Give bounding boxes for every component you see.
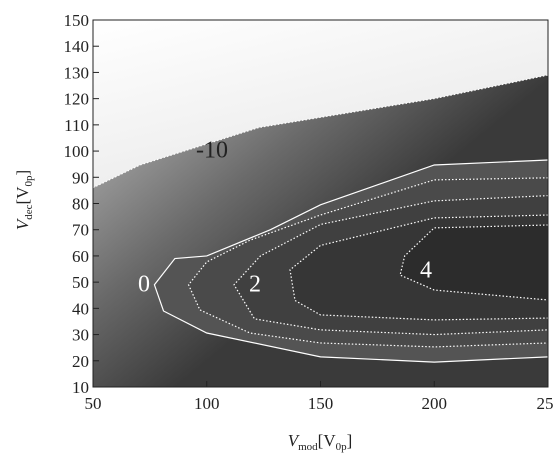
y-tick-label: 140 xyxy=(64,37,90,56)
label-part: mod xyxy=(298,441,318,453)
x-tick-label: 100 xyxy=(194,394,220,413)
axes: 50 100 150 200 25102030405060708090100110120… xyxy=(64,11,554,413)
contour-line xyxy=(233,195,548,336)
y-tick-label: 150 xyxy=(64,11,90,30)
contour-line xyxy=(93,74,548,189)
label-part: V xyxy=(288,431,301,450)
contour-line xyxy=(289,214,548,321)
y-tick-label: 80 xyxy=(72,195,89,214)
y-tick-label: 90 xyxy=(72,168,89,187)
x-tick-label: 200 xyxy=(422,394,448,413)
contour-line xyxy=(187,177,548,348)
contour-label: 2 xyxy=(249,272,261,298)
contour-label: -10 xyxy=(196,138,228,164)
y-tick-label: 50 xyxy=(72,273,89,292)
y-tick-label: 110 xyxy=(64,116,89,135)
label-part: [V xyxy=(318,431,337,450)
label-part: ] xyxy=(13,170,32,176)
x-tick-label: 50 xyxy=(85,394,102,413)
y-tick-label: 60 xyxy=(72,247,89,266)
y-tick-label: 30 xyxy=(72,326,89,345)
plot-area xyxy=(93,20,548,387)
y-tick-label: 130 xyxy=(64,63,90,82)
y-tick-label: 120 xyxy=(64,90,90,109)
contour-label: 4 xyxy=(420,258,432,284)
contour-label: 0 xyxy=(138,272,150,298)
label-part: 0p xyxy=(23,175,35,187)
label-part: V xyxy=(13,217,32,230)
y-tick-label: 10 xyxy=(72,378,89,397)
contour-line xyxy=(153,159,548,363)
label-part: [V xyxy=(13,186,32,205)
x-tick-label: 25 xyxy=(537,394,554,413)
contour-line xyxy=(399,224,548,301)
y-tick-label: 40 xyxy=(72,299,89,318)
label-part: ] xyxy=(347,431,353,450)
x-tick-label: 150 xyxy=(308,394,334,413)
label-part: 0p xyxy=(336,441,348,453)
contour-fill xyxy=(400,224,548,300)
label-part: dec xyxy=(23,204,35,219)
y-tick-label: 70 xyxy=(72,221,89,240)
y-axis-label: Vdec[V0p] xyxy=(13,170,35,230)
y-tick-label: 20 xyxy=(72,352,89,371)
y-tick-label: 100 xyxy=(64,142,90,161)
x-axis-label: Vmod[V0p] xyxy=(288,431,353,453)
